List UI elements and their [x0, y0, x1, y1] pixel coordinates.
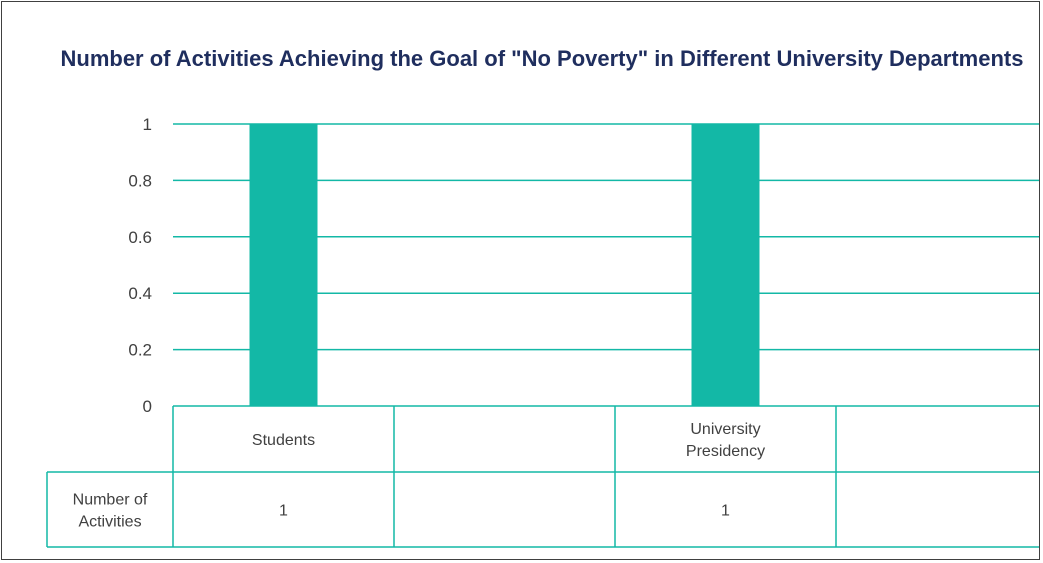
bar: [249, 124, 318, 406]
data-label: 1: [279, 503, 288, 520]
x-tick-label: Presidency: [686, 443, 765, 460]
y-tick-label: 0.8: [128, 171, 152, 190]
series-name-label: Activities: [78, 514, 141, 531]
x-tick-label: University: [690, 421, 760, 438]
y-tick-label: 0.4: [128, 284, 152, 303]
y-tick-label: 0: [143, 397, 152, 416]
series-name-label: Number of: [73, 492, 148, 509]
chart-title: Number of Activities Achieving the Goal …: [60, 46, 1024, 71]
data-label: 1: [721, 503, 730, 520]
y-tick-label: 0.2: [128, 341, 152, 360]
x-tick-label: Students: [252, 432, 315, 449]
y-tick-label: 0.6: [128, 228, 152, 247]
y-tick-label: 1: [143, 115, 152, 134]
bar: [691, 124, 760, 406]
